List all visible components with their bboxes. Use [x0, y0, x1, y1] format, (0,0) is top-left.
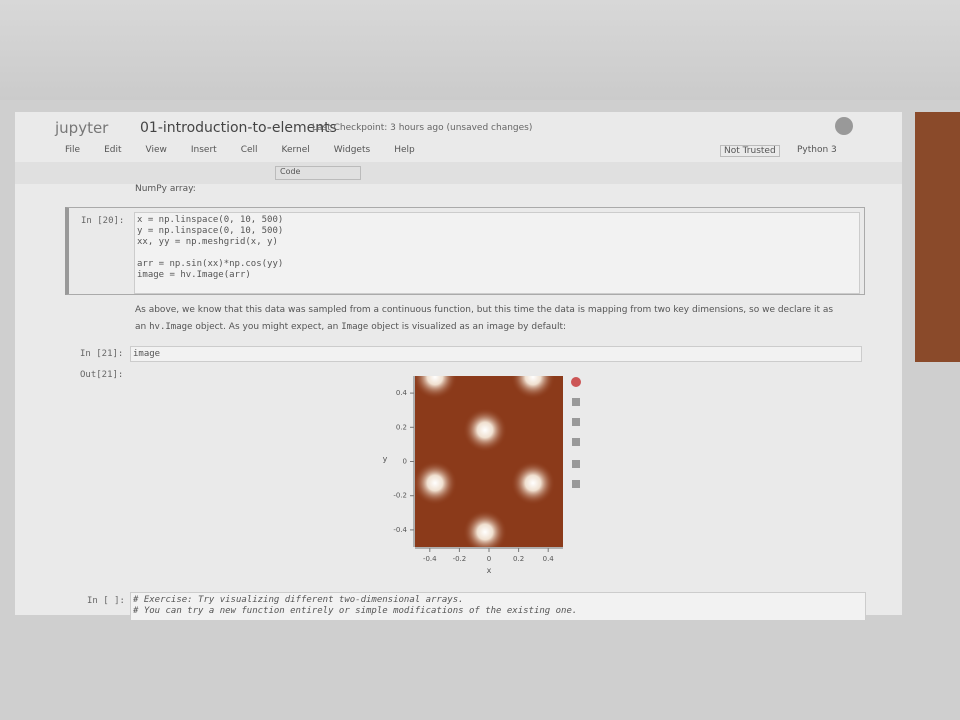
x-tick-label: 0	[487, 555, 491, 563]
y-tick-label: 0.2	[396, 423, 407, 431]
code-input[interactable]: image	[130, 346, 862, 362]
text: object. As you might expect, an	[195, 322, 339, 332]
text: object is visualized as an image by defa…	[371, 322, 567, 332]
code-comment: # You can try a new function entirely or…	[133, 606, 578, 616]
logout-icon[interactable]	[835, 117, 853, 135]
image-highlights	[415, 376, 555, 547]
prompt: Out[21]:	[80, 370, 124, 380]
prompt: In [20]:	[81, 216, 125, 226]
x-tick-label: -0.4	[423, 555, 437, 563]
prompt: In [ ]:	[87, 596, 125, 606]
screen: jupyter 01-introduction-to-elements Last…	[15, 112, 902, 620]
checkpoint: Last Checkpoint: 3 hours ago (unsaved ch…	[312, 123, 533, 133]
inline-code: Image	[341, 322, 369, 332]
peak	[463, 510, 507, 547]
peak	[511, 461, 555, 505]
menu-item[interactable]: View	[145, 145, 167, 155]
y-tick-label: -0.4	[393, 526, 407, 534]
x-tick-label: -0.2	[453, 555, 467, 563]
bokeh-logo[interactable]	[571, 377, 581, 387]
peak	[415, 461, 457, 505]
y-axis-label: y	[383, 455, 388, 464]
wheel-zoom-tool[interactable]	[572, 438, 580, 446]
text: NumPy array:	[135, 184, 196, 194]
menu-item[interactable]: Insert	[190, 145, 217, 155]
plot-tools	[571, 377, 581, 488]
code-line: x = np.linspace(0, 10, 500)	[137, 215, 284, 225]
inline-code: hv.Image	[149, 322, 193, 332]
peak	[511, 376, 555, 399]
code-line: image = hv.Image(arr)	[137, 270, 251, 280]
pan-tool[interactable]	[572, 398, 580, 406]
peak	[415, 376, 457, 399]
code-line: y = np.linspace(0, 10, 500)	[137, 226, 284, 236]
code-line: xx, yy = np.meshgrid(x, y)	[137, 237, 278, 247]
y-tick-label: -0.2	[393, 492, 407, 500]
code-line: arr = np.sin(xx)*np.cos(yy)	[137, 259, 284, 269]
markdown: As above, we know that this data was sam…	[135, 302, 845, 336]
menu-item[interactable]: Cell	[240, 145, 258, 155]
code-comment: # Exercise: Try visualizing different tw…	[133, 595, 464, 605]
prompt: In [21]:	[80, 349, 124, 359]
notebook-name[interactable]: 01-introduction-to-elements	[140, 120, 337, 136]
cell-type-select[interactable]: Code	[275, 166, 361, 180]
x-tick-label: 0.4	[543, 555, 555, 563]
kernel-name: Python 3	[797, 145, 837, 155]
side-photo	[915, 112, 960, 362]
wall	[0, 0, 960, 100]
reset-tool[interactable]	[572, 480, 580, 488]
x-axis-label: x	[487, 566, 492, 575]
menu-item[interactable]: Widgets	[333, 145, 371, 155]
code-line: image	[133, 349, 161, 359]
y-tick-label: 0	[403, 458, 407, 466]
zoom-tool[interactable]	[572, 418, 580, 426]
logo: jupyter	[55, 119, 109, 137]
y-tick-label: 0.4	[396, 389, 408, 397]
code-input[interactable]: x = np.linspace(0, 10, 500) y = np.linsp…	[134, 212, 860, 294]
toolbar: Code	[15, 162, 902, 184]
menu-item[interactable]: Kernel	[281, 145, 310, 155]
code-cell[interactable]: In [20]: x = np.linspace(0, 10, 500) y =…	[65, 207, 865, 295]
save-tool[interactable]	[572, 460, 580, 468]
code-input[interactable]: # Exercise: Try visualizing different tw…	[130, 592, 866, 620]
menu-item[interactable]: File	[65, 145, 81, 155]
x-tick-label: 0.2	[513, 555, 524, 563]
peak	[463, 408, 507, 452]
menu-item[interactable]: Help	[394, 145, 415, 155]
trust-status[interactable]: Not Trusted	[720, 145, 780, 157]
menu-item[interactable]: Edit	[104, 145, 122, 155]
menu-bar: File Edit View Insert Cell Kernel Widgets Help	[65, 145, 439, 155]
text: As above, we know that this data was sam…	[135, 305, 834, 332]
